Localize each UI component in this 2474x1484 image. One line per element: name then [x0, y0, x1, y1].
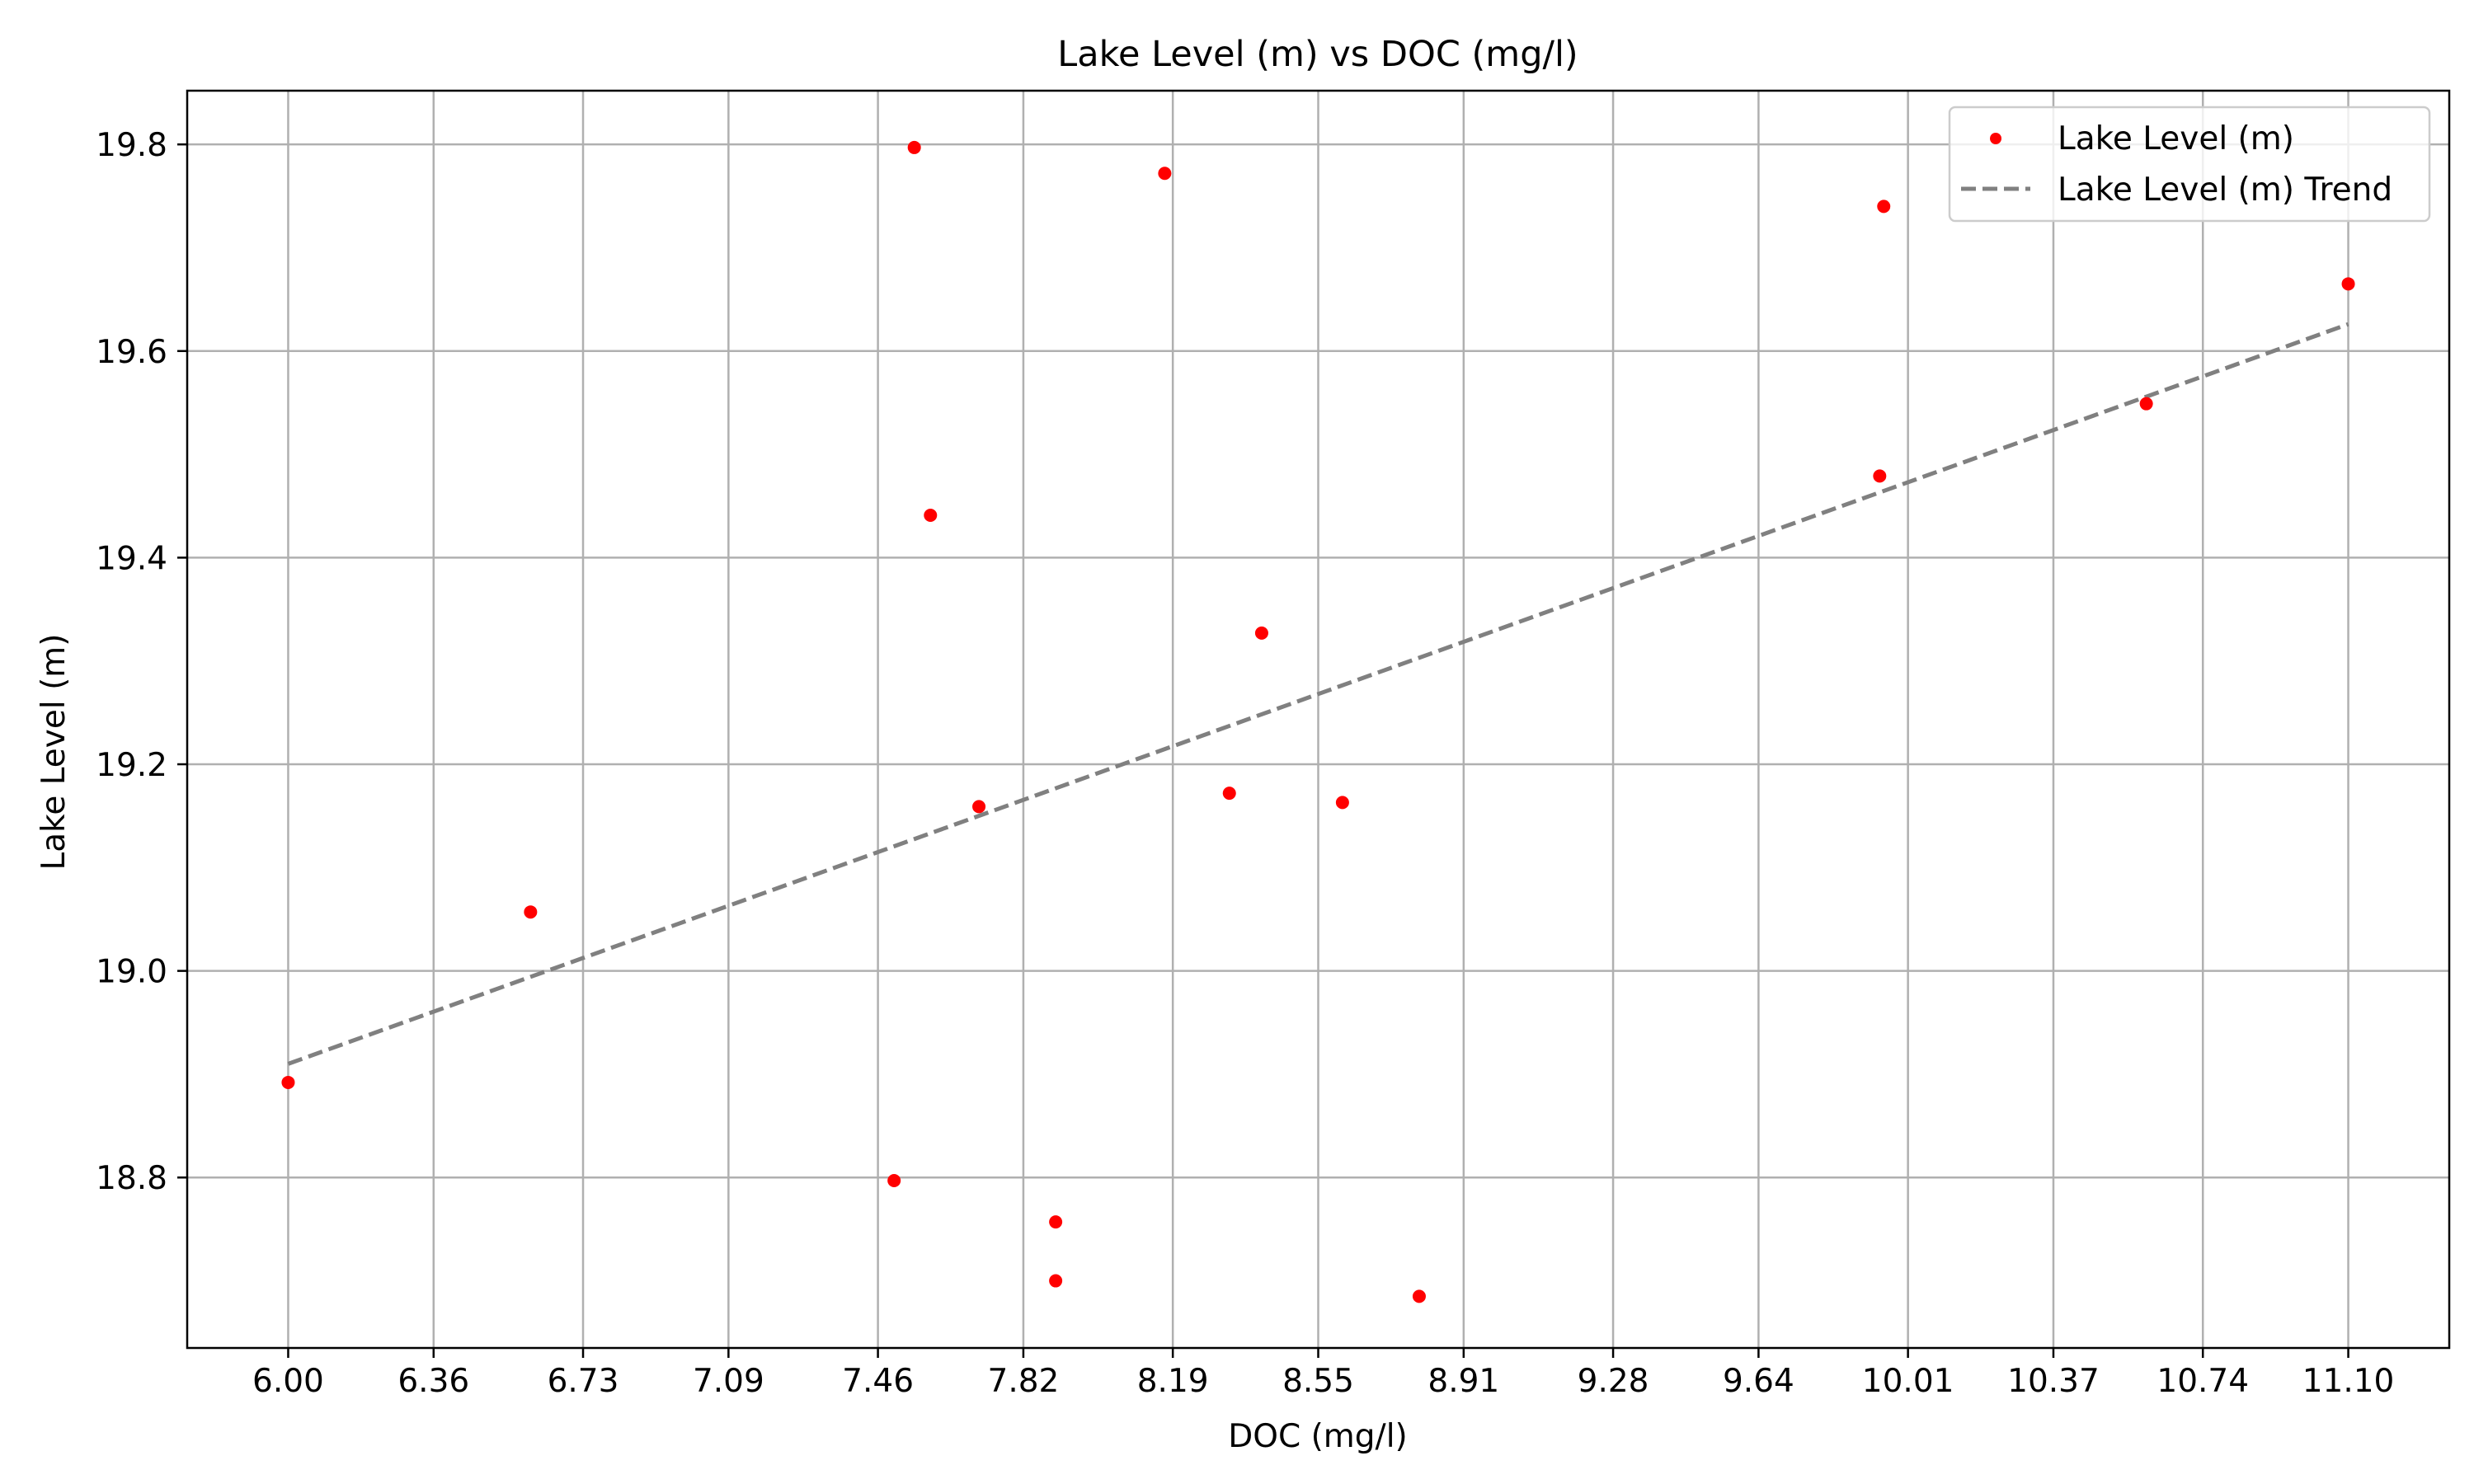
scatter-points [281, 140, 2355, 1303]
x-tick-label: 10.74 [2157, 1363, 2249, 1400]
x-tick-label: 8.19 [1137, 1363, 1209, 1400]
y-tick-label: 19.4 [96, 540, 167, 577]
x-tick-label: 6.00 [252, 1363, 324, 1400]
scatter-point [907, 140, 921, 154]
x-tick-label: 9.64 [1723, 1363, 1794, 1400]
grid [187, 91, 2449, 1348]
x-tick-label: 9.28 [1578, 1363, 1649, 1400]
x-tick-label: 8.91 [1427, 1363, 1499, 1400]
y-axis-label: Lake Level (m) [35, 634, 73, 871]
scatter-point [1412, 1289, 1426, 1303]
scatter-point [1873, 469, 1887, 483]
y-tick-label: 19.6 [96, 334, 167, 371]
y-tick-label: 19.0 [96, 954, 167, 991]
x-axis-ticks: 6.00 6.36 6.73 7.09 7.46 7.82 8.19 8.55 8.91 9.28… [252, 1348, 2394, 1400]
scatter-point [887, 1174, 901, 1188]
scatter-point [1222, 787, 1236, 801]
x-tick-label: 8.55 [1282, 1363, 1354, 1400]
x-axis-label: DOC (mg/l) [1228, 1418, 1408, 1455]
scatter-point [1877, 200, 1891, 214]
x-tick-label: 11.10 [2302, 1363, 2395, 1400]
x-tick-label: 6.36 [397, 1363, 469, 1400]
scatter-point [1335, 796, 1349, 810]
scatter-point [1254, 626, 1268, 640]
x-tick-label: 10.37 [2007, 1363, 2100, 1400]
x-tick-label: 7.09 [693, 1363, 764, 1400]
y-tick-label: 19.2 [96, 747, 167, 784]
scatter-point [281, 1075, 295, 1089]
scatter-point [972, 800, 986, 814]
legend-label-lake-level: Lake Level (m) [2058, 120, 2294, 157]
x-tick-label: 10.01 [1862, 1363, 1954, 1400]
scatter-point [2139, 397, 2153, 411]
scatter-point [924, 509, 938, 523]
scatter-point [2341, 277, 2355, 291]
scatter-point [524, 905, 538, 919]
x-tick-label: 7.82 [988, 1363, 1060, 1400]
y-tick-label: 19.8 [96, 127, 167, 164]
scatter-point [1049, 1274, 1063, 1288]
legend-label-trend: Lake Level (m) Trend [2058, 171, 2392, 209]
legend-frame [1948, 106, 2431, 223]
trend-layer [287, 322, 2349, 1066]
chart-title: Lake Level (m) vs DOC (mg/l) [1057, 34, 1578, 75]
x-tick-label: 6.73 [548, 1363, 619, 1400]
y-tick-label: 18.8 [96, 1160, 167, 1197]
trend-line [287, 322, 2349, 1066]
legend: Lake Level (m) Lake Level (m) Trend [1948, 106, 2431, 223]
scatter-point [1158, 167, 1172, 181]
legend-scatter-marker [1990, 133, 2001, 144]
y-axis-ticks: 18.8 19.0 19.2 19.4 19.6 19.8 [96, 127, 187, 1197]
x-tick-label: 7.46 [842, 1363, 914, 1400]
scatter-point [1049, 1215, 1063, 1229]
